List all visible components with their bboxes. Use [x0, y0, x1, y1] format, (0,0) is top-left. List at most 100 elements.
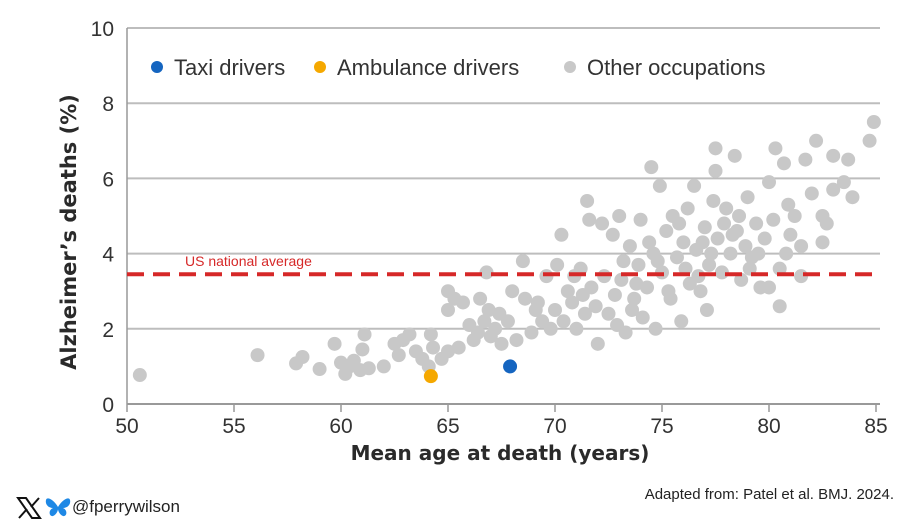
x-axis-ticks: 50 55 60 65 70 75 80 85 [115, 404, 888, 438]
point-other-occupations [740, 190, 755, 205]
point-other-occupations [528, 303, 543, 317]
point-other-occupations [766, 212, 781, 227]
x-tick-label: 80 [757, 415, 780, 438]
y-tick-label: 10 [91, 18, 114, 41]
point-other-occupations [556, 314, 571, 329]
point-other-occupations [650, 254, 665, 269]
point-other-occupations [762, 175, 776, 190]
point-other-occupations [749, 216, 764, 231]
point-other-occupations [631, 257, 646, 272]
point-other-occupations [710, 231, 725, 246]
point-other-occupations [836, 175, 851, 190]
point-other-occupations [479, 265, 494, 280]
point-other-occupations [644, 160, 659, 175]
legend-marker-taxi-drivers [151, 61, 163, 73]
point-other-occupations [295, 350, 310, 364]
point-other-occupations [826, 182, 841, 197]
point-other-occupations [625, 303, 640, 317]
point-other-occupations [565, 295, 580, 310]
point-other-occupations [629, 276, 644, 291]
point-other-occupations [661, 284, 676, 299]
x-logo-icon [16, 497, 42, 519]
point-other-occupations [674, 314, 689, 329]
point-other-occupations [640, 280, 655, 295]
point-other-occupations [678, 261, 693, 276]
point-other-occupations [819, 216, 834, 231]
point-other-occupations [862, 133, 877, 148]
point-other-occupations [732, 209, 747, 223]
point-other-occupations [327, 336, 342, 351]
point-other-occupations [470, 325, 485, 340]
point-other-occupations [708, 163, 723, 178]
point-other-occupations [845, 190, 860, 205]
point-other-occupations [787, 209, 802, 223]
point-other-occupations [473, 291, 488, 306]
point-other-occupations [577, 306, 592, 321]
point-ambulance-drivers [423, 369, 438, 384]
point-other-occupations [590, 336, 605, 351]
point-other-occupations [734, 272, 749, 287]
point-other-occupations [548, 303, 562, 317]
point-other-occupations [706, 193, 721, 208]
point-other-occupations [612, 209, 627, 223]
point-other-occupations [768, 141, 783, 156]
point-other-occupations [772, 299, 787, 314]
point-other-occupations [505, 284, 520, 299]
point-other-occupations [815, 235, 830, 250]
point-other-occupations [312, 362, 327, 377]
point-other-occupations [361, 361, 376, 376]
point-other-occupations [672, 216, 687, 231]
point-other-occupations [680, 201, 695, 216]
legend: Taxi drivers Ambulance drivers Other occup… [151, 55, 766, 80]
point-other-occupations [250, 348, 265, 363]
x-tick-label: 85 [864, 415, 887, 438]
y-tick-label: 0 [102, 394, 114, 417]
point-other-occupations [376, 359, 391, 374]
point-other-occupations [635, 310, 650, 325]
point-other-occupations [699, 303, 714, 317]
point-other-occupations [719, 201, 734, 216]
point-other-occupations [687, 178, 702, 193]
point-other-occupations [580, 193, 595, 208]
point-other-occupations [492, 306, 507, 321]
point-other-occupations [451, 340, 466, 355]
point-other-occupations [582, 212, 597, 227]
point-other-occupations [693, 284, 708, 299]
point-other-occupations [669, 250, 684, 265]
point-other-occupations [776, 156, 791, 171]
x-tick-label: 50 [115, 415, 138, 438]
point-other-occupations [515, 254, 530, 269]
point-other-occupations [702, 257, 717, 272]
point-other-occupations [779, 246, 794, 261]
point-other-occupations [695, 235, 710, 250]
point-other-occupations [441, 344, 455, 359]
point-other-occupations [509, 333, 524, 348]
point-other-occupations [477, 314, 492, 329]
point-other-occupations [762, 280, 776, 295]
point-other-occupations [783, 227, 798, 242]
y-tick-label: 4 [102, 244, 114, 267]
point-other-occupations [441, 303, 455, 317]
point-other-occupations [518, 291, 533, 306]
point-other-occupations [727, 148, 742, 163]
y-axis-title: Alzheimer’s deaths (%) [57, 94, 81, 370]
author-handle: @fperrywilson [72, 497, 180, 516]
gridlines [127, 27, 880, 405]
source-citation: Adapted from: Patel et al. BMJ. 2024. [644, 486, 894, 503]
point-other-occupations [616, 254, 631, 269]
legend-marker-ambulance-drivers [314, 61, 326, 73]
point-other-occupations [610, 318, 625, 333]
point-other-occupations [794, 239, 809, 254]
point-other-occupations [423, 327, 438, 342]
point-other-occupations [841, 152, 856, 167]
point-other-occupations [708, 141, 723, 156]
point-other-occupations [614, 272, 629, 287]
point-other-occupations [560, 284, 575, 299]
legend-label-taxi-drivers: Taxi drivers [174, 55, 285, 80]
point-other-occupations [550, 257, 565, 272]
y-tick-label: 6 [102, 168, 114, 191]
point-other-occupations [402, 327, 417, 342]
point-other-occupations [524, 325, 539, 340]
point-other-occupations [652, 178, 667, 193]
